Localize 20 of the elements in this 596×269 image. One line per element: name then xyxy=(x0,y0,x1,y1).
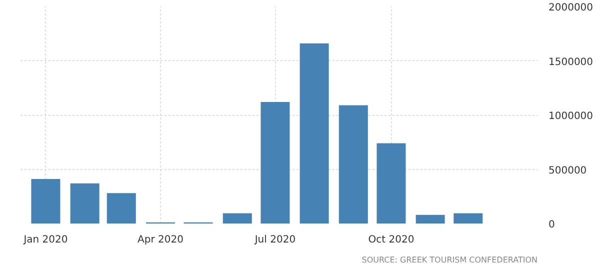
y-tick-label: 2000000 xyxy=(548,2,594,14)
bar xyxy=(338,105,368,224)
bar xyxy=(31,179,60,224)
bar xyxy=(106,193,136,224)
y-tick-label: 0 xyxy=(548,220,555,230)
bar xyxy=(70,183,100,224)
bar xyxy=(416,214,445,224)
x-tick-label: Oct 2020 xyxy=(368,234,414,246)
bar xyxy=(454,213,483,224)
bar xyxy=(222,213,252,224)
bar xyxy=(300,43,329,224)
x-tick-label: Jan 2020 xyxy=(22,234,68,246)
x-tick-label: Apr 2020 xyxy=(138,234,184,246)
y-tick-label: 500000 xyxy=(548,165,587,176)
bar xyxy=(376,143,406,224)
bar xyxy=(260,102,290,224)
x-tick-label: Jul 2020 xyxy=(254,234,296,246)
source-note: SOURCE: GREEK TOURISM CONFEDERATION xyxy=(362,256,538,264)
y-tick-label: 1000000 xyxy=(548,111,594,122)
y-tick-label: 1500000 xyxy=(548,56,594,68)
